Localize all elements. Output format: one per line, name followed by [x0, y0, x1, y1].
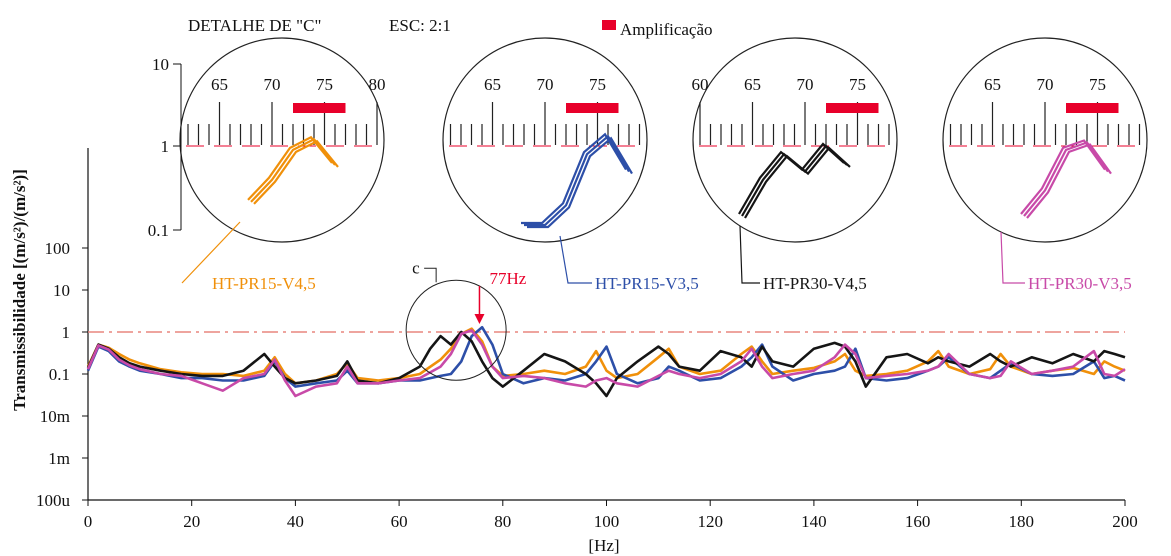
x-tick-label: 80 — [494, 512, 511, 531]
x-tick-label: 60 — [391, 512, 408, 531]
inset-tick-label: 60 — [692, 75, 709, 94]
series-line-1 — [86, 327, 1126, 385]
y-axis-label: Transmissibilidade [(m/s²)/(m/s²)] — [10, 169, 29, 411]
detail-c-circle — [405, 279, 507, 381]
inset-y-tick-label: 10 — [152, 55, 169, 74]
detail-caption: DETALHE DE "C" — [188, 16, 321, 35]
x-tick-label: 20 — [183, 512, 200, 531]
series-label-leader — [1000, 231, 1025, 284]
inset-tick-label: 75 — [849, 75, 866, 94]
inset-curve — [1023, 141, 1109, 217]
inset-tick-label: 75 — [316, 75, 333, 94]
inset-tick-label: 65 — [744, 75, 761, 94]
inset-tick-label: 70 — [264, 75, 281, 94]
inset-2: 65 70 75 HT-PR15-V3,5 — [442, 37, 699, 293]
series-label-leader — [739, 225, 760, 284]
inset-4: 65 70 75 HT-PR30-V3,5 — [942, 37, 1148, 293]
annotations: c 77Hz — [405, 258, 527, 381]
inset-tick-label: 65 — [211, 75, 228, 94]
detail-scale: ESC: 2:1 — [389, 16, 451, 35]
inset-amplification-band — [1066, 103, 1119, 113]
y-tick-label: 10 — [53, 281, 70, 300]
inset-tick-label: 80 — [369, 75, 386, 94]
series-label-leader — [181, 221, 241, 284]
x-tick-label: 140 — [801, 512, 827, 531]
inset-tick-label: 75 — [589, 75, 606, 94]
inset-1: 65 70 75 80 HT-PR15-V4,5 — [179, 37, 386, 293]
x-axis-label: [Hz] — [588, 536, 619, 555]
amplification-legend-label: Amplificação — [620, 20, 713, 39]
axes: 0 20 40 60 80 100 120 140 160 180 200 100u 1m 10m 0.1 1… — [36, 148, 1138, 531]
x-tick-label: 40 — [287, 512, 304, 531]
detail-c-leader — [424, 267, 437, 283]
amplification-legend-swatch — [602, 20, 616, 30]
inset-curve — [744, 146, 851, 219]
x-tick-label: 120 — [697, 512, 723, 531]
inset-amplification-band — [293, 103, 346, 113]
y-tick-label: 1m — [48, 449, 70, 468]
inset-tick-label: 65 — [984, 75, 1001, 94]
inset-curve — [524, 134, 630, 227]
inset-tick-label: 70 — [1037, 75, 1054, 94]
series-label-leader — [559, 235, 592, 284]
header: DETALHE DE "C" ESC: 2:1 Amplificação — [188, 16, 713, 39]
peak-arrow-head — [474, 314, 485, 324]
inset-y-tick-label: 0.1 — [148, 221, 169, 240]
inset-y-scale: 10 1 0.1 — [148, 55, 182, 240]
inset-curve — [253, 139, 339, 205]
inset-curve — [527, 136, 633, 229]
inset-curve — [1026, 143, 1112, 219]
inset-3: 60 65 70 75 HT-PR30-V4,5 — [692, 37, 898, 293]
x-tick-label: 100 — [594, 512, 620, 531]
inset-tick-label: 70 — [797, 75, 814, 94]
y-tick-label: 100 — [45, 239, 71, 258]
inset-y-tick-label: 1 — [161, 137, 170, 156]
series-line-3 — [86, 330, 1126, 398]
x-tick-label: 200 — [1112, 512, 1138, 531]
x-tick-label: 0 — [84, 512, 93, 531]
y-tick-label: 0.1 — [49, 365, 70, 384]
series-label: HT-PR30-V3,5 — [1028, 274, 1132, 293]
y-tick-label: 100u — [36, 491, 71, 510]
inset-tick-label: 65 — [484, 75, 501, 94]
x-tick-label: 160 — [905, 512, 931, 531]
series-group — [86, 325, 1126, 398]
detail-c-marker: c — [412, 258, 420, 277]
x-tick-label: 180 — [1009, 512, 1035, 531]
series-line-4 — [86, 328, 1126, 398]
series-label: HT-PR30-V4,5 — [763, 274, 867, 293]
inset-amplification-band — [826, 103, 879, 113]
inset-amplification-band — [566, 103, 619, 113]
inset-tick-label: 70 — [537, 75, 554, 94]
y-tick-label: 10m — [40, 407, 70, 426]
series-label: HT-PR15-V3,5 — [595, 274, 699, 293]
peak-label: 77Hz — [489, 269, 526, 288]
inset-tick-label: 75 — [1089, 75, 1106, 94]
y-tick-label: 1 — [62, 323, 71, 342]
series-label: HT-PR15-V4,5 — [212, 274, 316, 293]
inset-curve — [1020, 139, 1106, 215]
